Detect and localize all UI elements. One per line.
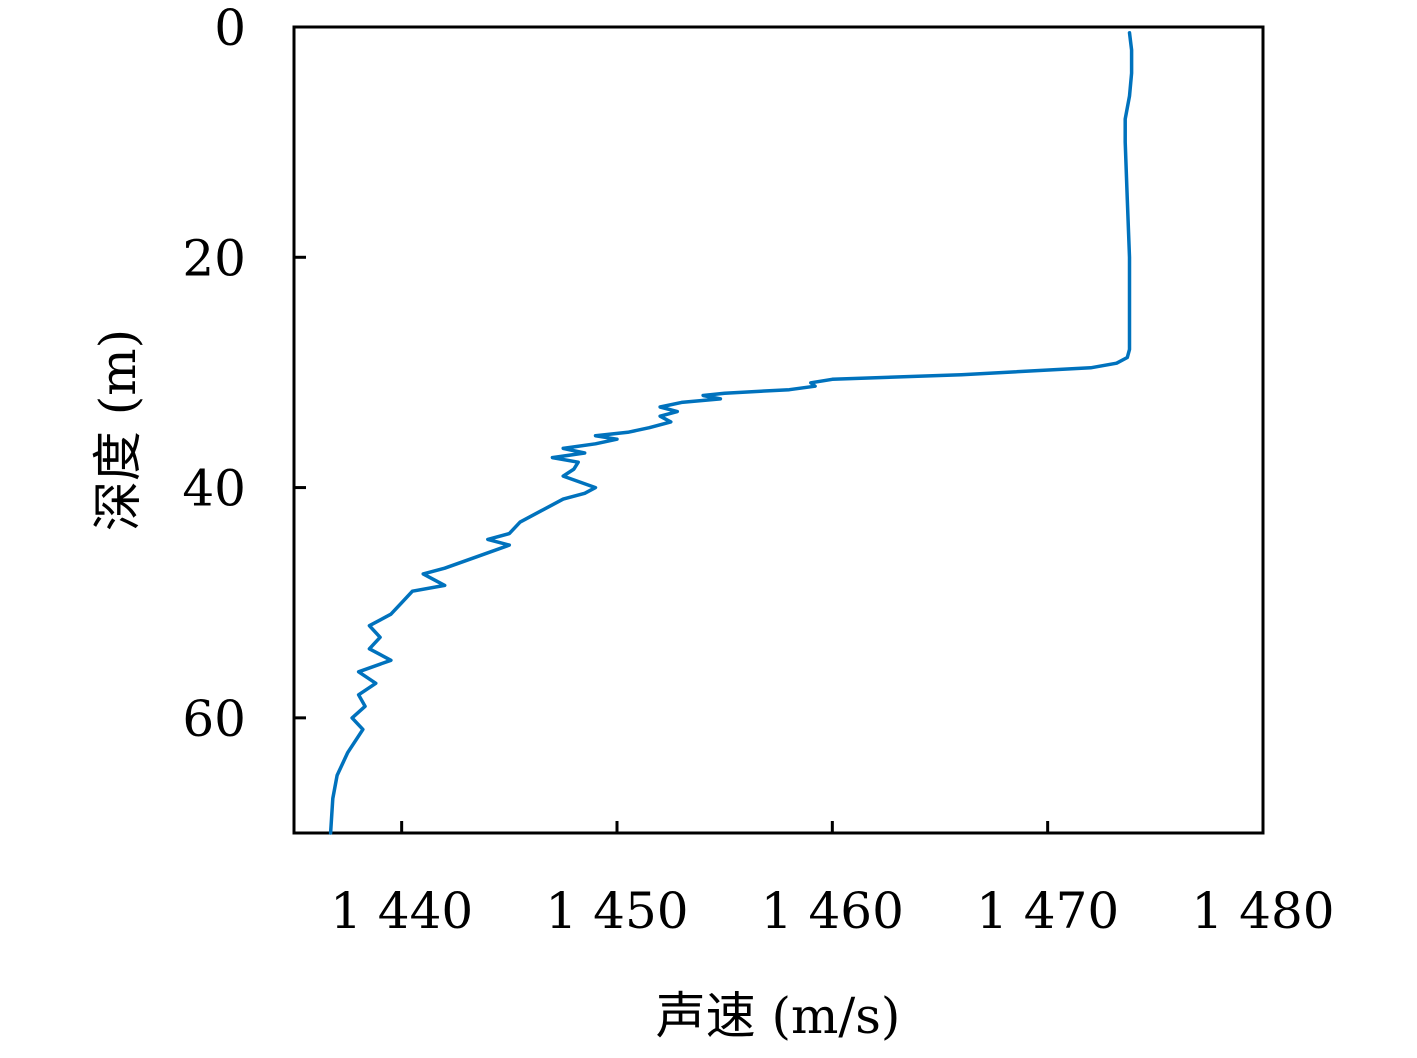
x-tick-label: 1 450 [545, 882, 688, 940]
x-tick-label: 1 440 [330, 882, 473, 940]
y-tick-label: 60 [182, 690, 246, 748]
x-axis-label: 声速 (m/s) [656, 987, 901, 1045]
y-tick-label: 20 [182, 229, 246, 287]
y-tick-label: 0 [214, 0, 246, 57]
y-tick-label: 40 [182, 460, 246, 518]
y-axis-ticks: 0 20 40 60 [182, 0, 306, 748]
plot-area-frame [292, 25, 1265, 835]
x-axis-ticks: 1 440 1 450 1 460 1 470 1 480 [330, 821, 1335, 940]
y-axis-label: 深度 (m) [89, 329, 147, 531]
sound-speed-line [328, 31, 1134, 835]
x-tick-label: 1 470 [976, 882, 1119, 940]
x-tick-label: 1 460 [761, 882, 904, 940]
x-tick-label: 1 480 [1191, 882, 1334, 940]
